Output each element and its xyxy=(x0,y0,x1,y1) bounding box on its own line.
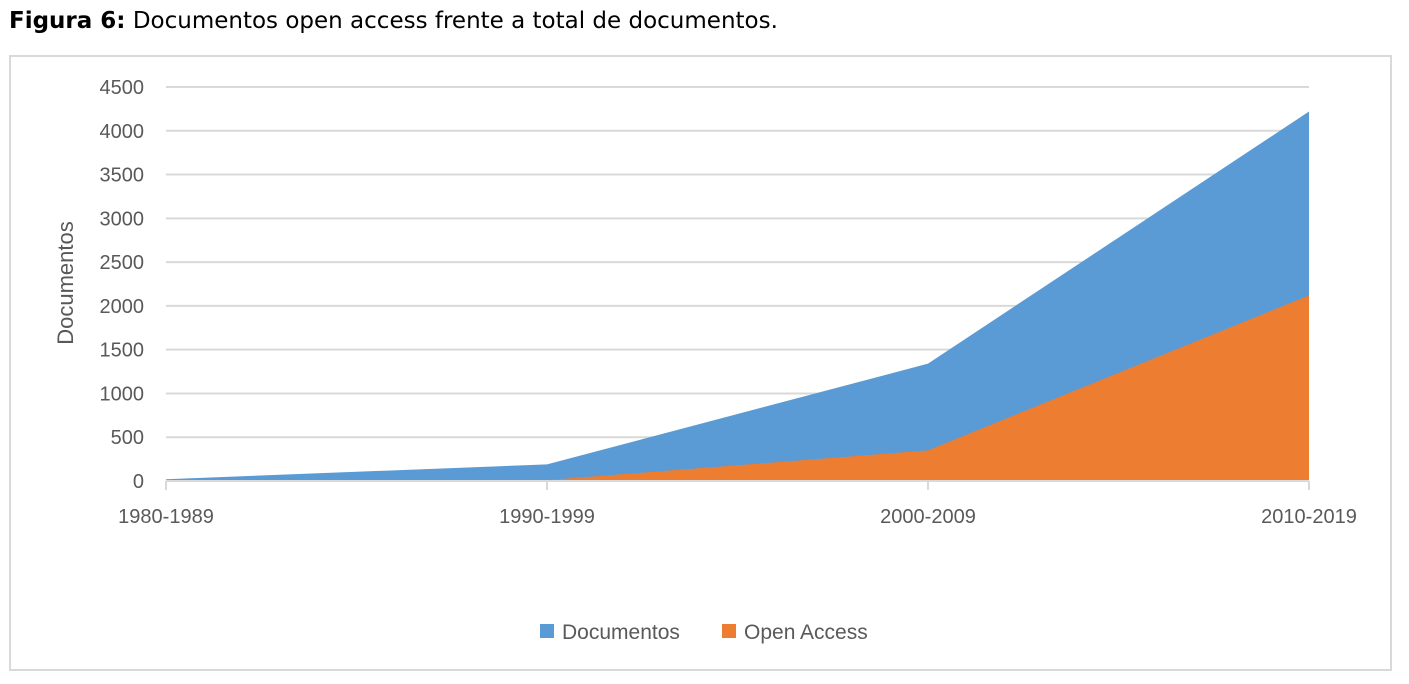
y-tick-label: 1500 xyxy=(100,340,145,362)
legend-label: Open Access xyxy=(744,621,868,644)
legend-swatch xyxy=(540,624,554,638)
y-tick-label: 4000 xyxy=(100,121,145,143)
x-tick-label: 1980-1989 xyxy=(118,506,214,528)
y-tick-label: 2000 xyxy=(100,296,145,318)
y-tick-label: 3500 xyxy=(100,165,145,187)
x-tick-label: 1990-1999 xyxy=(499,506,595,528)
series-areas xyxy=(166,111,1309,481)
x-axis xyxy=(165,480,1310,490)
figure-caption: Figura 6: Documentos open access frente … xyxy=(9,8,778,34)
y-tick-label: 3000 xyxy=(100,208,145,230)
area-documentos xyxy=(166,111,1309,481)
y-tick-label: 2500 xyxy=(100,252,145,274)
y-tick-label: 0 xyxy=(133,471,144,493)
y-axis-ticks: 0 500 1000 1500 2000 2500 3000 3500 4000 4500 xyxy=(100,77,145,493)
y-tick-label: 500 xyxy=(111,427,144,449)
legend-swatch xyxy=(722,624,736,638)
legend: Documentos Open Access xyxy=(540,621,868,644)
y-tick-label: 1000 xyxy=(100,383,145,405)
legend-label: Documentos xyxy=(562,621,680,644)
x-tick-label: 2000-2009 xyxy=(880,506,976,528)
y-axis-label: Documentos xyxy=(53,221,78,345)
figure-caption-text: Documentos open access frente a total de… xyxy=(125,8,778,34)
x-tick-label: 2010-2019 xyxy=(1261,506,1357,528)
figure-caption-label: Figura 6: xyxy=(9,8,126,34)
y-tick-label: 4500 xyxy=(100,77,145,99)
x-axis-ticks: 1980-1989 1990-1999 2000-2009 2010-2019 xyxy=(118,506,1357,528)
area-open-access xyxy=(166,295,1309,481)
